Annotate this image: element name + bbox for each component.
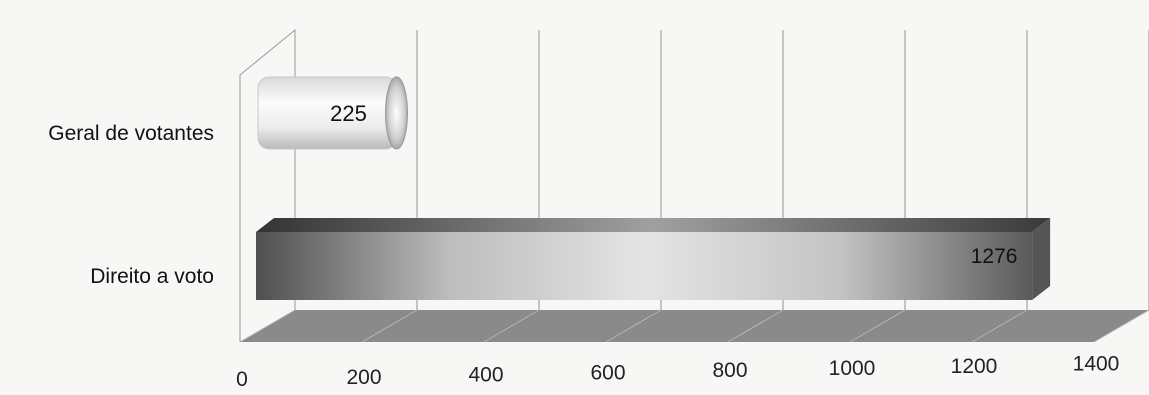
bar-box-side	[1032, 218, 1051, 300]
chart-floor	[240, 310, 1149, 342]
x-tick-label: 200	[346, 366, 381, 389]
x-tick-label: 0	[236, 368, 248, 390]
x-tick-label: 400	[468, 364, 503, 387]
floor-gridline	[849, 309, 906, 343]
bar-box-top	[256, 218, 1051, 232]
side-wall	[239, 28, 296, 342]
floor-gridline	[483, 309, 540, 343]
x-tick-label: 600	[590, 361, 625, 384]
bars: 225 1276	[256, 76, 1051, 300]
x-tick-label: 800	[712, 359, 747, 382]
bar-cylinder-cap	[385, 76, 408, 150]
floor-gridline	[239, 309, 296, 343]
x-tick-label: 1000	[829, 357, 876, 380]
floor-gridline	[361, 309, 418, 343]
category-label: Direito a voto	[90, 265, 214, 288]
floor-gridline	[1093, 309, 1149, 343]
category-label: Geral de votantes	[48, 122, 214, 145]
data-label: 225	[330, 101, 367, 126]
data-label: 1276	[971, 245, 1018, 268]
bar-box-front	[256, 232, 1033, 300]
floor-gridline	[971, 309, 1028, 343]
floor-gridline	[605, 309, 662, 343]
x-tick-label: 1400	[1073, 353, 1120, 376]
floor-gridline	[727, 309, 784, 343]
bar-cylinder	[257, 76, 397, 150]
labels: 0 200 400 600 800 1000 1200 1400 Geral de votant…	[48, 122, 1120, 391]
x-tick-label: 1200	[951, 355, 998, 378]
